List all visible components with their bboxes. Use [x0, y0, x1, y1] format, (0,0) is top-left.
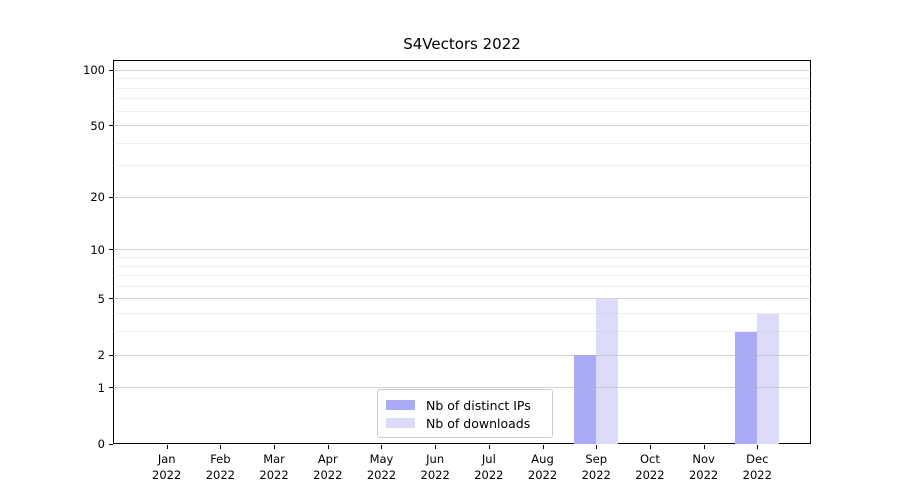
legend-label-distinct-ips: Nb of distinct IPs — [426, 397, 531, 413]
x-tick-label-may: May 2022 — [351, 452, 411, 483]
x-tick-year: 2022 — [688, 467, 719, 482]
bar-downloads-sep — [596, 298, 619, 444]
x-tick-mark — [381, 445, 383, 449]
x-tick-month: Mar — [263, 452, 285, 466]
y-tick-mark — [109, 196, 113, 198]
x-tick-month: Oct — [639, 452, 660, 466]
x-tick-mark — [488, 445, 490, 449]
y-tick-label: 0 — [97, 437, 105, 451]
x-tick-month: Jul — [481, 452, 496, 466]
x-tick-month: Feb — [210, 452, 231, 466]
y-tick-mark — [109, 69, 113, 71]
x-tick-year: 2022 — [474, 467, 504, 482]
legend-label-downloads: Nb of downloads — [426, 415, 531, 431]
legend: Nb of distinct IPs Nb of downloads — [377, 389, 553, 438]
x-tick-mark — [274, 445, 276, 449]
x-tick-month: Apr — [317, 452, 338, 466]
x-tick-month: Sep — [585, 452, 608, 466]
x-tick-year: 2022 — [259, 467, 289, 482]
bar-downloads-dec — [757, 313, 780, 444]
y-tick-mark — [109, 387, 113, 389]
y-tick-label: 50 — [90, 118, 105, 133]
x-tick-month: Jan — [157, 452, 176, 466]
y-tick-label: 1 — [97, 380, 105, 395]
y-tick-label: 20 — [90, 190, 105, 205]
chart-title: S4Vectors 2022 — [403, 35, 521, 53]
x-tick-mark — [649, 445, 651, 449]
x-tick-mark — [435, 445, 437, 449]
y-tick-label: 10 — [90, 242, 105, 257]
x-tick-year: 2022 — [527, 467, 558, 482]
x-tick-label-nov: Nov 2022 — [674, 452, 734, 483]
y-tick-mark — [109, 298, 113, 300]
bar-distinct-ips-dec — [735, 331, 758, 444]
x-tick-year: 2022 — [152, 467, 182, 482]
x-tick-year: 2022 — [313, 467, 343, 482]
y-tick-label: 5 — [97, 291, 105, 306]
y-tick-mark — [109, 249, 113, 251]
y-tick-mark — [109, 125, 113, 127]
x-tick-year: 2022 — [635, 467, 665, 482]
legend-row-downloads: Nb of downloads — [386, 415, 543, 431]
x-tick-label-jan: Jan 2022 — [137, 452, 197, 483]
x-tick-month: Jun — [426, 452, 445, 466]
x-tick-year: 2022 — [742, 467, 772, 482]
x-tick-label-dec: Dec 2022 — [727, 452, 787, 483]
x-tick-year: 2022 — [420, 467, 450, 482]
x-tick-label-aug: Aug 2022 — [513, 452, 573, 483]
x-tick-label-apr: Apr 2022 — [298, 452, 358, 483]
x-tick-mark — [166, 445, 168, 449]
y-tick-label: 2 — [97, 348, 105, 363]
x-tick-label-oct: Oct 2022 — [620, 452, 680, 483]
x-tick-label-mar: Mar 2022 — [244, 452, 304, 483]
x-tick-month: Nov — [692, 452, 715, 466]
y-tick-mark — [109, 354, 113, 356]
legend-swatch-downloads — [386, 418, 415, 428]
x-tick-mark — [327, 445, 329, 449]
legend-swatch-distinct-ips — [386, 400, 415, 410]
x-tick-label-feb: Feb 2022 — [190, 452, 250, 483]
x-tick-month: May — [369, 452, 394, 466]
x-tick-year: 2022 — [205, 467, 236, 482]
bar-distinct-ips-sep — [574, 355, 597, 444]
x-tick-label-jul: Jul 2022 — [459, 452, 519, 483]
legend-row-distinct-ips: Nb of distinct IPs — [386, 397, 543, 413]
x-tick-mark — [542, 445, 544, 449]
x-tick-label-jun: Jun 2022 — [405, 452, 465, 483]
plot-area — [113, 60, 811, 444]
x-tick-year: 2022 — [366, 467, 397, 482]
x-tick-mark — [596, 445, 598, 449]
x-tick-mark — [703, 445, 705, 449]
x-tick-month: Aug — [531, 452, 554, 466]
x-tick-label-sep: Sep 2022 — [566, 452, 626, 483]
x-tick-month: Dec — [746, 452, 769, 466]
y-tick-mark — [109, 443, 113, 445]
x-tick-year: 2022 — [581, 467, 611, 482]
x-tick-mark — [220, 445, 222, 449]
x-tick-mark — [757, 445, 759, 449]
y-tick-label: 100 — [83, 63, 105, 78]
